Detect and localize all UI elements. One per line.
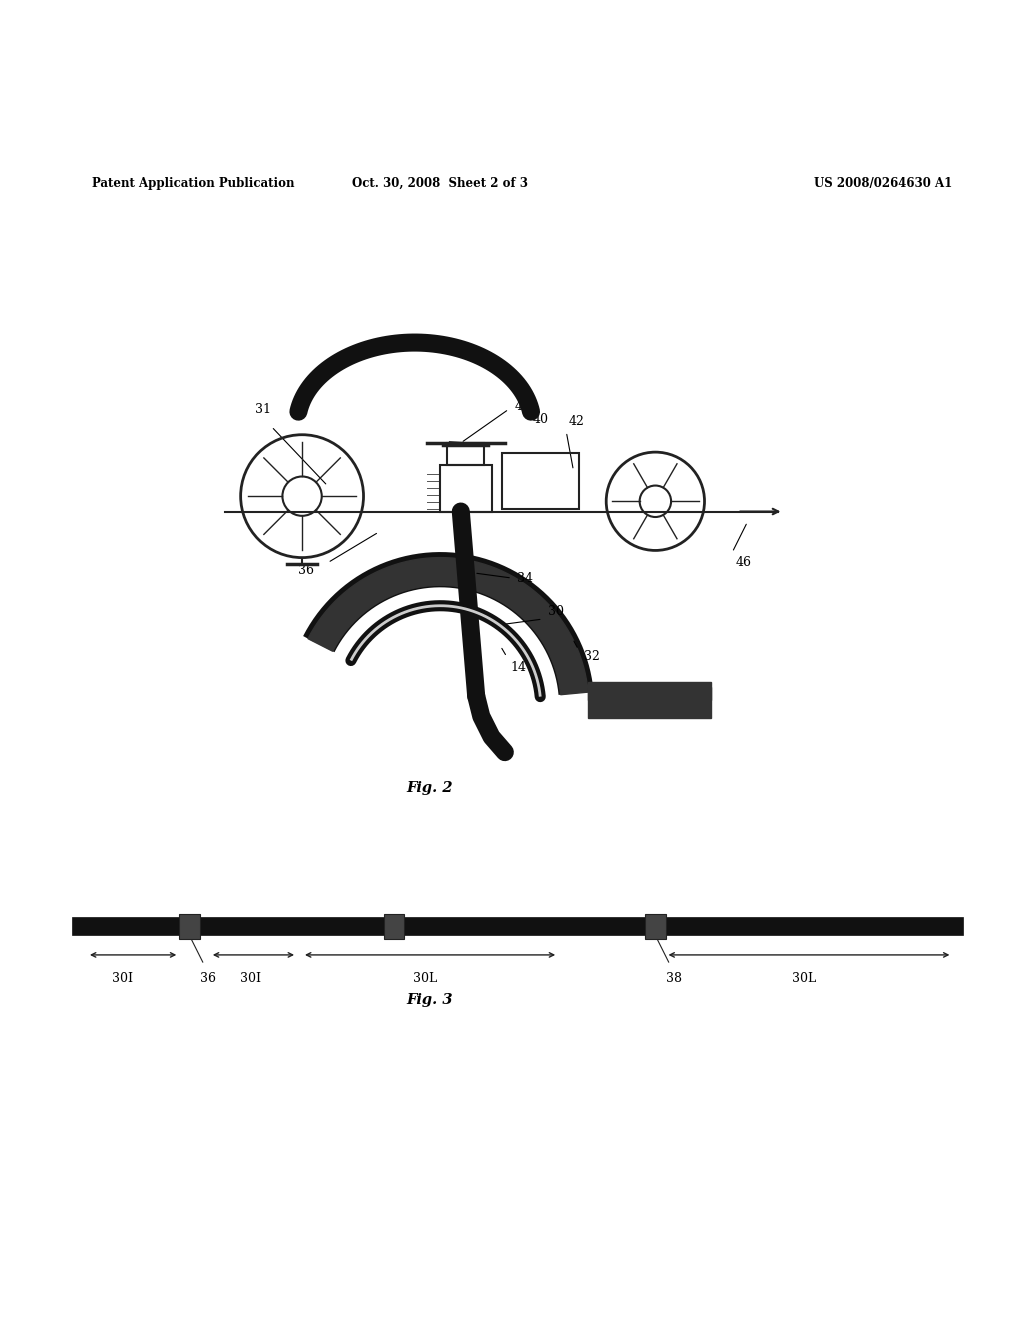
Bar — [179, 913, 200, 939]
Text: 34: 34 — [517, 572, 534, 585]
Bar — [502, 453, 579, 510]
Text: 40: 40 — [532, 413, 549, 426]
Bar — [384, 913, 404, 939]
Text: 42: 42 — [568, 414, 585, 428]
Bar — [72, 917, 963, 936]
Text: 32: 32 — [584, 651, 600, 664]
Text: 30I: 30I — [113, 973, 133, 985]
Text: Oct. 30, 2008  Sheet 2 of 3: Oct. 30, 2008 Sheet 2 of 3 — [352, 177, 528, 190]
Polygon shape — [308, 557, 588, 694]
Text: Fig. 3: Fig. 3 — [407, 993, 454, 1007]
Text: 44: 44 — [515, 400, 531, 413]
Text: 30L: 30L — [413, 973, 437, 985]
Text: 46: 46 — [735, 556, 752, 569]
Polygon shape — [588, 682, 711, 700]
Text: 30L: 30L — [792, 973, 816, 985]
Bar — [440, 466, 492, 512]
Text: 30I: 30I — [241, 973, 261, 985]
Text: 14: 14 — [510, 661, 526, 673]
Text: 38: 38 — [666, 973, 682, 985]
Bar — [645, 913, 666, 939]
Polygon shape — [588, 686, 711, 718]
Text: 36: 36 — [200, 973, 216, 985]
Text: Fig. 2: Fig. 2 — [407, 781, 454, 795]
Text: 30: 30 — [548, 606, 564, 618]
Text: 31: 31 — [255, 404, 271, 416]
Text: US 2008/0264630 A1: US 2008/0264630 A1 — [814, 177, 952, 190]
Bar — [447, 444, 484, 466]
Text: 36: 36 — [298, 565, 314, 577]
Text: Patent Application Publication: Patent Application Publication — [92, 177, 295, 190]
